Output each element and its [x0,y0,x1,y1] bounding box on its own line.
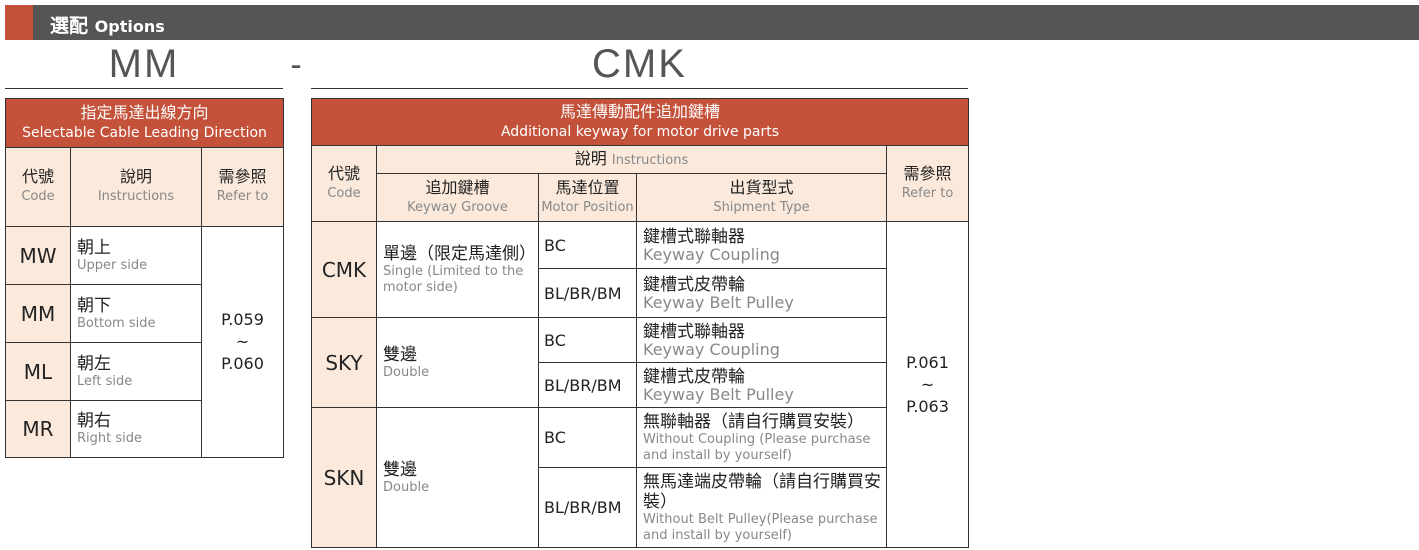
code-cell: MR [5,400,71,458]
keyway-table: 馬達傳動配件追加鍵槽 Additional keyway for motor dr… [311,98,969,548]
desc-cell: 朝上 Upper side [70,226,202,285]
table-row: CMK 單邊（限定馬達側） Single (Limited to the moto… [311,221,969,548]
col-code: 代號 Code [311,145,377,222]
divider [311,88,968,89]
groove-cell: 雙邊 Double [376,317,539,408]
groove-cell: 雙邊 Double [376,407,539,548]
table-title: 馬達傳動配件追加鍵槽 Additional keyway for motor dr… [311,98,969,146]
separator: - [290,46,304,84]
code-cell: SKY [311,317,377,408]
position-cell: BL/BR/BM [538,362,637,408]
shipment-cell: 鍵槽式皮帶輪 Keyway Belt Pulley [636,362,887,408]
refer-cell: P.061 ~ P.063 [886,221,969,548]
accent-block [5,5,33,40]
code-cell: SKN [311,407,377,548]
col-instructions: 說明 Instructions [376,145,887,174]
col-instructions: 說明 Instructions [70,147,202,227]
col-refer: 需參照 Refer to [200,147,285,227]
col-keyway-groove: 追加鍵槽 Keyway Groove [376,173,539,222]
code-cell: MM [5,284,71,343]
table-row: BL/BR/BM 鍵槽式皮帶輪 Keyway Belt Pulley [312,268,969,318]
position-cell: BC [538,407,637,468]
col-refer: 需參照 Refer to [886,145,969,222]
shipment-cell: 無馬達端皮帶輪（請自行購買安裝） Without Belt Pulley(Plea… [636,467,887,548]
right-code: CMK [592,42,687,86]
title-zh: 選配 [50,15,89,37]
table-row: SKN 雙邊 Double BC 無聯軸器（請自行購買安裝） Without Cou… [311,407,969,548]
position-cell: BC [538,317,637,363]
title-en: Options [94,17,165,36]
shipment-cell: 無聯軸器（請自行購買安裝） Without Coupling (Please pu… [636,407,887,468]
code-cell: CMK [311,221,377,318]
table-row: ML 朝左 Left side [5,342,284,401]
position-cell: BL/BR/BM [538,268,637,318]
position-cell: BC [538,221,637,269]
table-row: SKY 雙邊 Double BC 鍵槽式聯軸器 Keyway Coupling [311,317,969,408]
col-motor-position: 馬達位置 Motor Position [538,173,637,222]
desc-cell: 朝左 Left side [70,342,202,401]
shipment-cell: 鍵槽式聯軸器 Keyway Coupling [636,221,887,269]
code-cell: MW [5,226,71,285]
left-code: MM [108,42,180,86]
groove-cell: 單邊（限定馬達側） Single (Limited to the motor si… [376,221,539,318]
shipment-cell: 鍵槽式聯軸器 Keyway Coupling [636,317,887,363]
section-title: 選配 Options [50,11,165,38]
shipment-cell: 鍵槽式皮帶輪 Keyway Belt Pulley [636,268,887,318]
divider [5,88,283,89]
position-cell: BL/BR/BM [538,467,637,548]
col-shipment-type: 出貨型式 Shipment Type [636,173,887,222]
cable-direction-table: 指定馬達出線方向 Selectable Cable Leading Directi… [4,98,285,458]
desc-cell: 朝下 Bottom side [70,284,202,343]
refer-cell: P.059 ~ P.060 [200,226,285,458]
section-header-bar: 選配 Options [5,5,1419,40]
code-cell: ML [5,342,71,401]
col-code: 代號 Code [5,147,71,227]
table-row: BL/BR/BM 無馬達端皮帶輪（請自行購買安裝） Without Belt Pu… [312,467,969,548]
table-row: MR 朝右 Right side [5,400,284,458]
desc-cell: 朝右 Right side [70,400,202,458]
table-row: MW 朝上 Upper side P.059 ~ P.060 [5,226,285,458]
table-title: 指定馬達出線方向 Selectable Cable Leading Directi… [4,98,285,148]
